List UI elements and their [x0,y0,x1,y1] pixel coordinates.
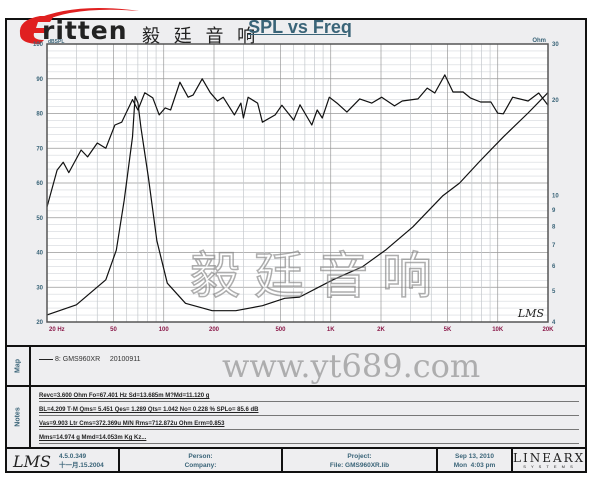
footer-project-cell: Project: File: GMS960XR.lib [283,449,438,473]
report-date: Sep 13, 2010 [454,453,495,460]
linearx-logo: LINEARX S Y S T E M S [513,449,585,473]
x-tick: 2K [377,327,385,333]
y-tick-left: 70 [36,146,43,152]
x-tick: 200 [209,327,220,333]
spl-curve [46,74,549,208]
lms-logo: LMS [13,452,51,471]
legend-line-icon [39,358,53,360]
brand-subtitle: S Y S T E M S [523,464,575,469]
y-tick-left: 30 [36,285,43,291]
footer-person-cell: Person: Company: [120,449,283,473]
note-line: Vas=9.903 Ltr Cms=372.369u M/N Rms=712.8… [39,420,579,430]
y-tick-left: 80 [36,112,43,118]
map-legend-item: 8: GMS960XR 20100911 [39,356,140,363]
notes-section: Notes Revc=3.600 Ohm Fo=67.401 Hz Sd=13.… [7,385,585,447]
person-label: Person: [188,453,213,460]
y-tick-right: 30 [552,42,559,48]
x-tick: 5K [444,327,452,333]
footer-software-cell: LMS 4.5.0.349 十一月.15.2004 [7,449,120,473]
file-name: File: GMS960XR.lib [329,462,390,469]
project-label: Project: [347,453,372,460]
y-tick-right: 6 [552,264,556,270]
y-axis-label-left: dBSPL [48,39,64,45]
y-tick-right: 10 [552,194,559,200]
y-axis-label-right: Ohm [532,38,546,44]
map-label: Map [14,359,22,373]
watermark-url: www.yt689.com [222,347,481,385]
spl-impedance-chart: 20 30 40 50 60 70 80 90 100 4 5 6 7 8 9 10 20 30 20 Hz 50 10… [33,38,559,333]
company-label: Company: [184,462,217,469]
y-tick-right: 4 [552,320,556,326]
logo-word: ritten [42,16,128,45]
y-tick-left: 40 [36,251,43,257]
software-version: 4.5.0.349 [58,453,87,460]
brand-logo: ritten [14,6,144,46]
impedance-curve [46,92,549,316]
lms-annotation: LMS [517,307,545,320]
note-line: BL=4.209 T·M Qms= 5.451 Qes= 1.289 Qts= … [39,406,579,416]
x-tick: 1K [327,327,335,333]
x-tick: 100 [159,327,170,333]
x-tick: 10K [492,327,504,333]
y-tick-right: 9 [552,208,556,214]
x-tick: 500 [275,327,286,333]
footer-date-cell: Sep 13, 2010 Mon 4:03 pm [438,449,513,473]
plot-border [46,43,549,323]
chart-title: SPL vs Freq [248,17,352,37]
x-tick: 50 [110,327,117,333]
y-tick-left: 90 [36,77,43,83]
note-line: Mms=14.974 g Mmd=14.053m Kg Kz... [39,434,579,444]
brand-name: LINEARX [513,451,586,465]
report-time: Mon 4:03 pm [453,462,496,469]
build-date: 十一月.15.2004 [58,462,104,469]
note-line: Revc=3.600 Ohm Fo=67.401 Hz Sd=13.685m M… [39,392,579,402]
y-tick-left: 60 [36,181,43,187]
logo-swoosh-icon [19,8,139,44]
y-tick-right: 5 [552,289,556,295]
y-tick-left: 20 [36,320,43,326]
footer: LMS 4.5.0.349 十一月.15.2004 Person: Compan… [7,447,585,473]
logo-chinese: 毅 廷 音 响 [142,26,260,47]
y-tick-right: 20 [552,98,559,104]
map-section: Map 8: GMS960XR 20100911 www.yt689.com [7,345,585,385]
notes-label: Notes [14,407,22,427]
y-tick-right: 8 [552,224,556,230]
y-tick-left: 50 [36,216,43,222]
x-tick: 20K [542,327,554,333]
y-tick-right: 7 [552,243,556,249]
y-tick-left: 100 [33,42,44,48]
legend-text: 8: GMS960XR 20100911 [55,356,141,363]
x-tick: 20 Hz [49,327,65,333]
